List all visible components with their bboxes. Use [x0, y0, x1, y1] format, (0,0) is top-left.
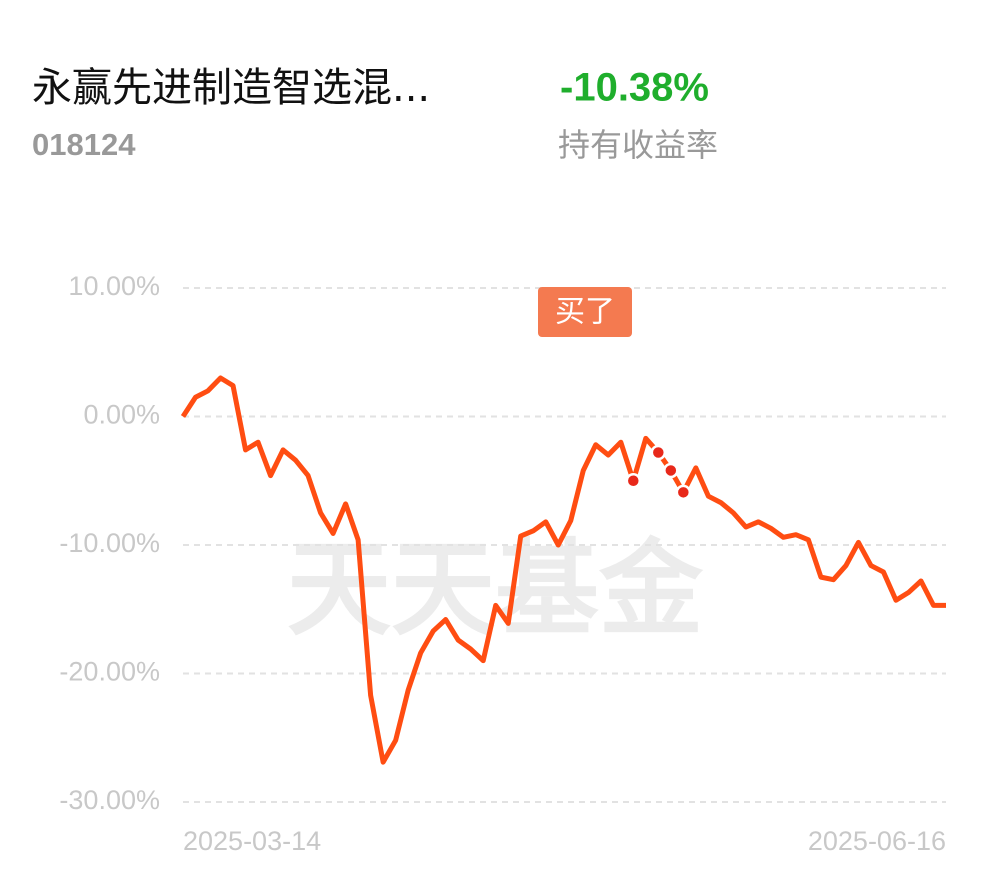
buy-tag-text: 买了 [555, 295, 615, 330]
buy-tag [538, 287, 632, 337]
y-tick-label: -10.00% [59, 528, 160, 558]
fund-title: 永赢先进制造智选混... [32, 65, 430, 111]
point [675, 484, 692, 501]
x-tick-label: 2025-06-16 [808, 826, 946, 856]
y-tick-label: 10.00% [68, 271, 160, 301]
point [650, 444, 667, 461]
fund-code: 018124 [32, 127, 136, 162]
y-tick-label: -20.00% [59, 657, 160, 687]
y-tick-label: 0.00% [83, 400, 160, 430]
line [180, 375, 946, 765]
chart: 10.00% 0.00% -10.00% -20.00% -30.00% 2025-03-… [59, 271, 946, 856]
x-tick-label: 2025-03-14 [183, 826, 321, 856]
y-tick-label: -30.00% [59, 785, 160, 815]
return-value: -10.38% [560, 66, 709, 110]
point [663, 462, 679, 479]
point [625, 473, 642, 489]
return-label: 持有收益率 [558, 126, 718, 164]
